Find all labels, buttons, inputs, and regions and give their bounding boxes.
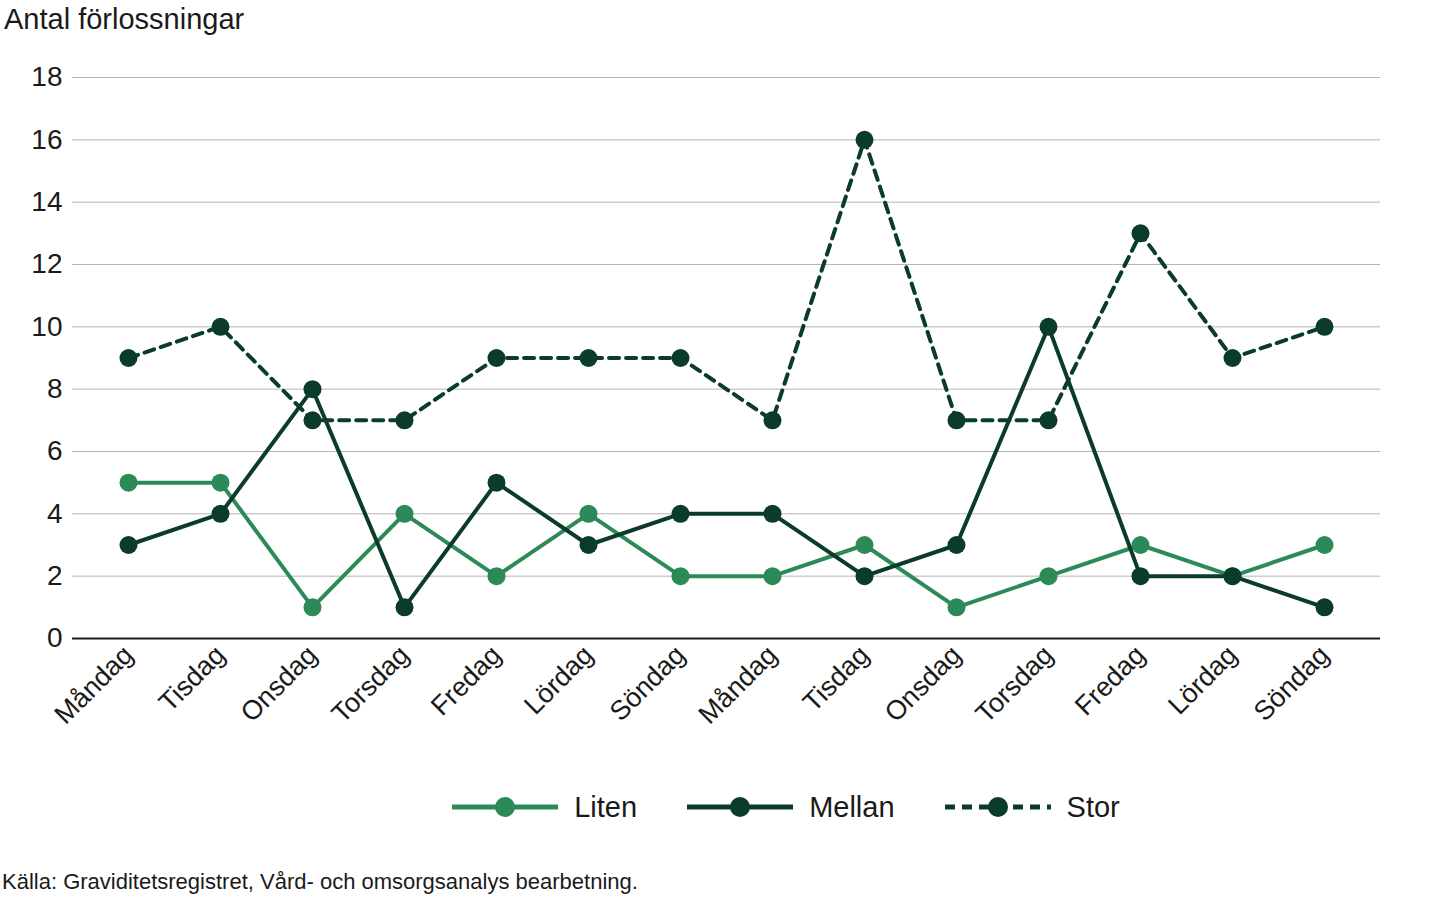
svg-text:8: 8 (47, 373, 63, 404)
html-text:Källa: Graviditetsregistret, V: Källa: Graviditetsregistret, Vård- och o… (2, 869, 638, 894)
svg-text:Söndag: Söndag (1248, 640, 1335, 727)
svg-text:Fredag: Fredag (425, 640, 507, 722)
html-text:Stor: Stor (1066, 790, 1120, 823)
svg-text:Torsdag: Torsdag (970, 640, 1059, 729)
svg-text:Fredag: Fredag (1069, 640, 1151, 722)
svg-text:0: 0 (47, 622, 63, 653)
svg-text:Tisdag: Tisdag (797, 640, 875, 718)
html-text:Antal förlossningar: Antal förlossningar (4, 3, 245, 35)
svg-text:2: 2 (47, 560, 63, 591)
html-text:Mellan: Mellan (809, 790, 895, 823)
svg-text:Onsdag: Onsdag (879, 640, 967, 728)
svg-text:Lördag: Lördag (518, 640, 599, 721)
svg-text:Lördag: Lördag (1162, 640, 1243, 721)
svg-text:4: 4 (47, 498, 63, 529)
svg-text:14: 14 (31, 186, 62, 217)
svg-text:18: 18 (31, 61, 62, 92)
svg-text:Söndag: Söndag (604, 640, 691, 727)
svg-text:Torsdag: Torsdag (326, 640, 415, 729)
svg-text:Måndag: Måndag (49, 640, 139, 730)
html-text:Liten: Liten (574, 790, 638, 823)
svg-text:Måndag: Måndag (693, 640, 783, 730)
svg-text:Tisdag: Tisdag (153, 640, 231, 718)
svg-text:10: 10 (31, 311, 62, 342)
svg-text:6: 6 (47, 435, 63, 466)
svg-text:12: 12 (31, 248, 62, 279)
svg-text:16: 16 (31, 124, 62, 155)
svg-text:Onsdag: Onsdag (235, 640, 323, 728)
